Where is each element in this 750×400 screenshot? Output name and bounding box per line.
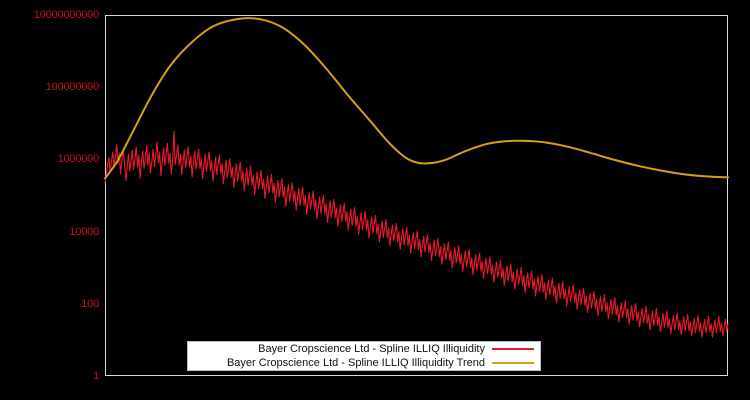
legend-label-illiquidity: Bayer Cropscience Ltd - Spline ILLIQ Ill… [258,342,485,355]
legend-entry-trend: Bayer Cropscience Ltd - Spline ILLIQ Ill… [188,356,534,370]
y-axis-tick-100: 100 [81,297,99,310]
series-illiquidity-line [104,130,729,338]
y-axis-tick-10000: 10000 [69,225,99,238]
legend-swatch-trend [492,362,534,364]
y-axis-tick-10000000000: 10000000000 [33,9,99,21]
legend-label-trend: Bayer Cropscience Ltd - Spline ILLIQ Ill… [226,356,485,369]
series-illiquidity-group [104,130,729,338]
chart-legend: Bayer Cropscience Ltd - Spline ILLIQ Ill… [187,341,541,371]
legend-swatch-illiquidity [492,348,534,350]
y-axis-tick-100000000: 100000000 [45,81,99,94]
y-axis-tick-1: 1 [93,370,99,382]
plot-area-frame [105,15,728,376]
series-trend-group [104,17,729,180]
series-trend-line [104,17,729,180]
y-axis-tick-1000000: 1000000 [57,153,100,166]
legend-entry-illiquidity: Bayer Cropscience Ltd - Spline ILLIQ Ill… [188,342,534,356]
